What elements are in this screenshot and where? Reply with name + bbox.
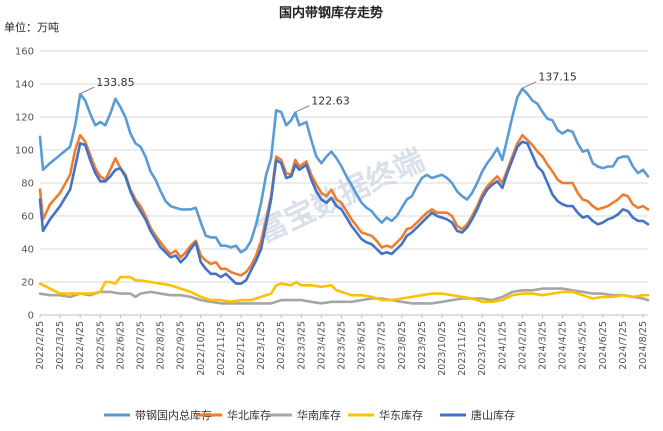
x-tick-label: 2023/4/25: [316, 321, 327, 370]
x-tick-label: 2024/7/25: [618, 321, 629, 370]
y-tick-label: 140: [15, 80, 34, 91]
x-tick-label: 2022/8/25: [156, 321, 167, 370]
x-tick-label: 2023/9/25: [417, 321, 428, 370]
x-tick-label: 2022/10/25: [196, 321, 207, 376]
legend-item: 唐山库存: [440, 408, 515, 422]
gridlines: [40, 50, 648, 316]
legend-label: 华南库存: [297, 408, 341, 422]
x-tick-label: 2024/1/25: [497, 321, 508, 370]
y-tick-label: 0: [28, 311, 34, 322]
y-tick-label: 80: [21, 179, 34, 190]
annotation-label: 137.15: [538, 71, 577, 84]
x-tick-label: 2023/11/25: [457, 321, 468, 376]
series-line-4: [38, 140, 650, 285]
x-tick-label: 2024/8/25: [638, 321, 649, 370]
x-tick-label: 2022/9/25: [176, 321, 187, 370]
x-tick-label: 2024/2/25: [517, 321, 528, 370]
y-tick-label: 40: [21, 245, 34, 256]
legend-item: 华南库存: [266, 408, 341, 422]
unit-label: 单位：万吨: [4, 20, 59, 34]
annotation-leader: [523, 81, 537, 89]
x-tick-label: 2022/2/25: [35, 321, 46, 370]
annotation-leader: [296, 105, 310, 113]
y-tick-label: 20: [21, 278, 34, 289]
x-axis: 2022/2/25 2022/3/25 2022/4/25 2022/5/25 2022…: [35, 315, 649, 376]
x-tick-label: 2023/8/25: [397, 321, 408, 370]
y-tick-label: 60: [21, 212, 34, 223]
legend-item: 华东库存: [348, 408, 423, 422]
y-axis: 0 20 40 60 80 100 120 140 160: [15, 47, 34, 322]
chart-title: 国内带钢库存走势: [279, 5, 383, 21]
x-tick-label: 2022/12/25: [236, 321, 247, 376]
series-line-0: [38, 87, 650, 254]
x-tick-label: 2022/6/25: [115, 321, 126, 370]
x-tick-label: 2022/7/25: [135, 321, 146, 370]
x-tick-label: 2024/5/25: [578, 321, 589, 370]
legend: 带钢国内总库存 华北库存 华南库存 华东库存 唐山库存: [104, 408, 515, 422]
y-tick-label: 120: [15, 113, 34, 124]
x-tick-label: 2023/3/25: [296, 321, 307, 370]
series-line-3: [38, 275, 650, 304]
x-tick-label: 2023/5/25: [336, 321, 347, 370]
x-tick-label: 2023/10/25: [437, 321, 448, 376]
legend-item: 华北库存: [196, 408, 271, 422]
x-tick-label: 2024/3/25: [537, 321, 548, 370]
annotation-leader: [80, 86, 95, 94]
annotation-label: 133.85: [96, 76, 135, 89]
x-tick-label: 2022/11/25: [216, 321, 227, 376]
legend-item: 带钢国内总库存: [104, 408, 212, 422]
x-tick-label: 2022/5/25: [95, 321, 106, 370]
series-line-1: [38, 133, 650, 277]
x-tick-label: 2023/2/25: [276, 321, 287, 370]
x-tick-label: 2023/6/25: [357, 321, 368, 370]
x-tick-label: 2024/4/25: [558, 321, 569, 370]
series-line-2: [38, 287, 650, 305]
annotation-label: 122.63: [311, 95, 350, 108]
legend-label: 华北库存: [227, 408, 271, 422]
y-tick-label: 160: [15, 47, 34, 58]
y-tick-label: 100: [15, 146, 34, 157]
x-tick-label: 2023/7/25: [377, 321, 388, 370]
series-lines: [38, 87, 650, 305]
legend-label: 带钢国内总库存: [135, 408, 212, 422]
legend-label: 华东库存: [379, 408, 423, 422]
x-tick-label: 2022/4/25: [75, 321, 86, 370]
legend-label: 唐山库存: [471, 408, 515, 422]
x-tick-label: 2022/3/25: [55, 321, 66, 370]
x-tick-label: 2023/12/25: [477, 321, 488, 376]
annotations: 133.85 122.63 137.15: [80, 71, 577, 113]
x-tick-label: 2023/1/25: [256, 321, 267, 370]
x-tick-label: 2024/6/25: [598, 321, 609, 370]
